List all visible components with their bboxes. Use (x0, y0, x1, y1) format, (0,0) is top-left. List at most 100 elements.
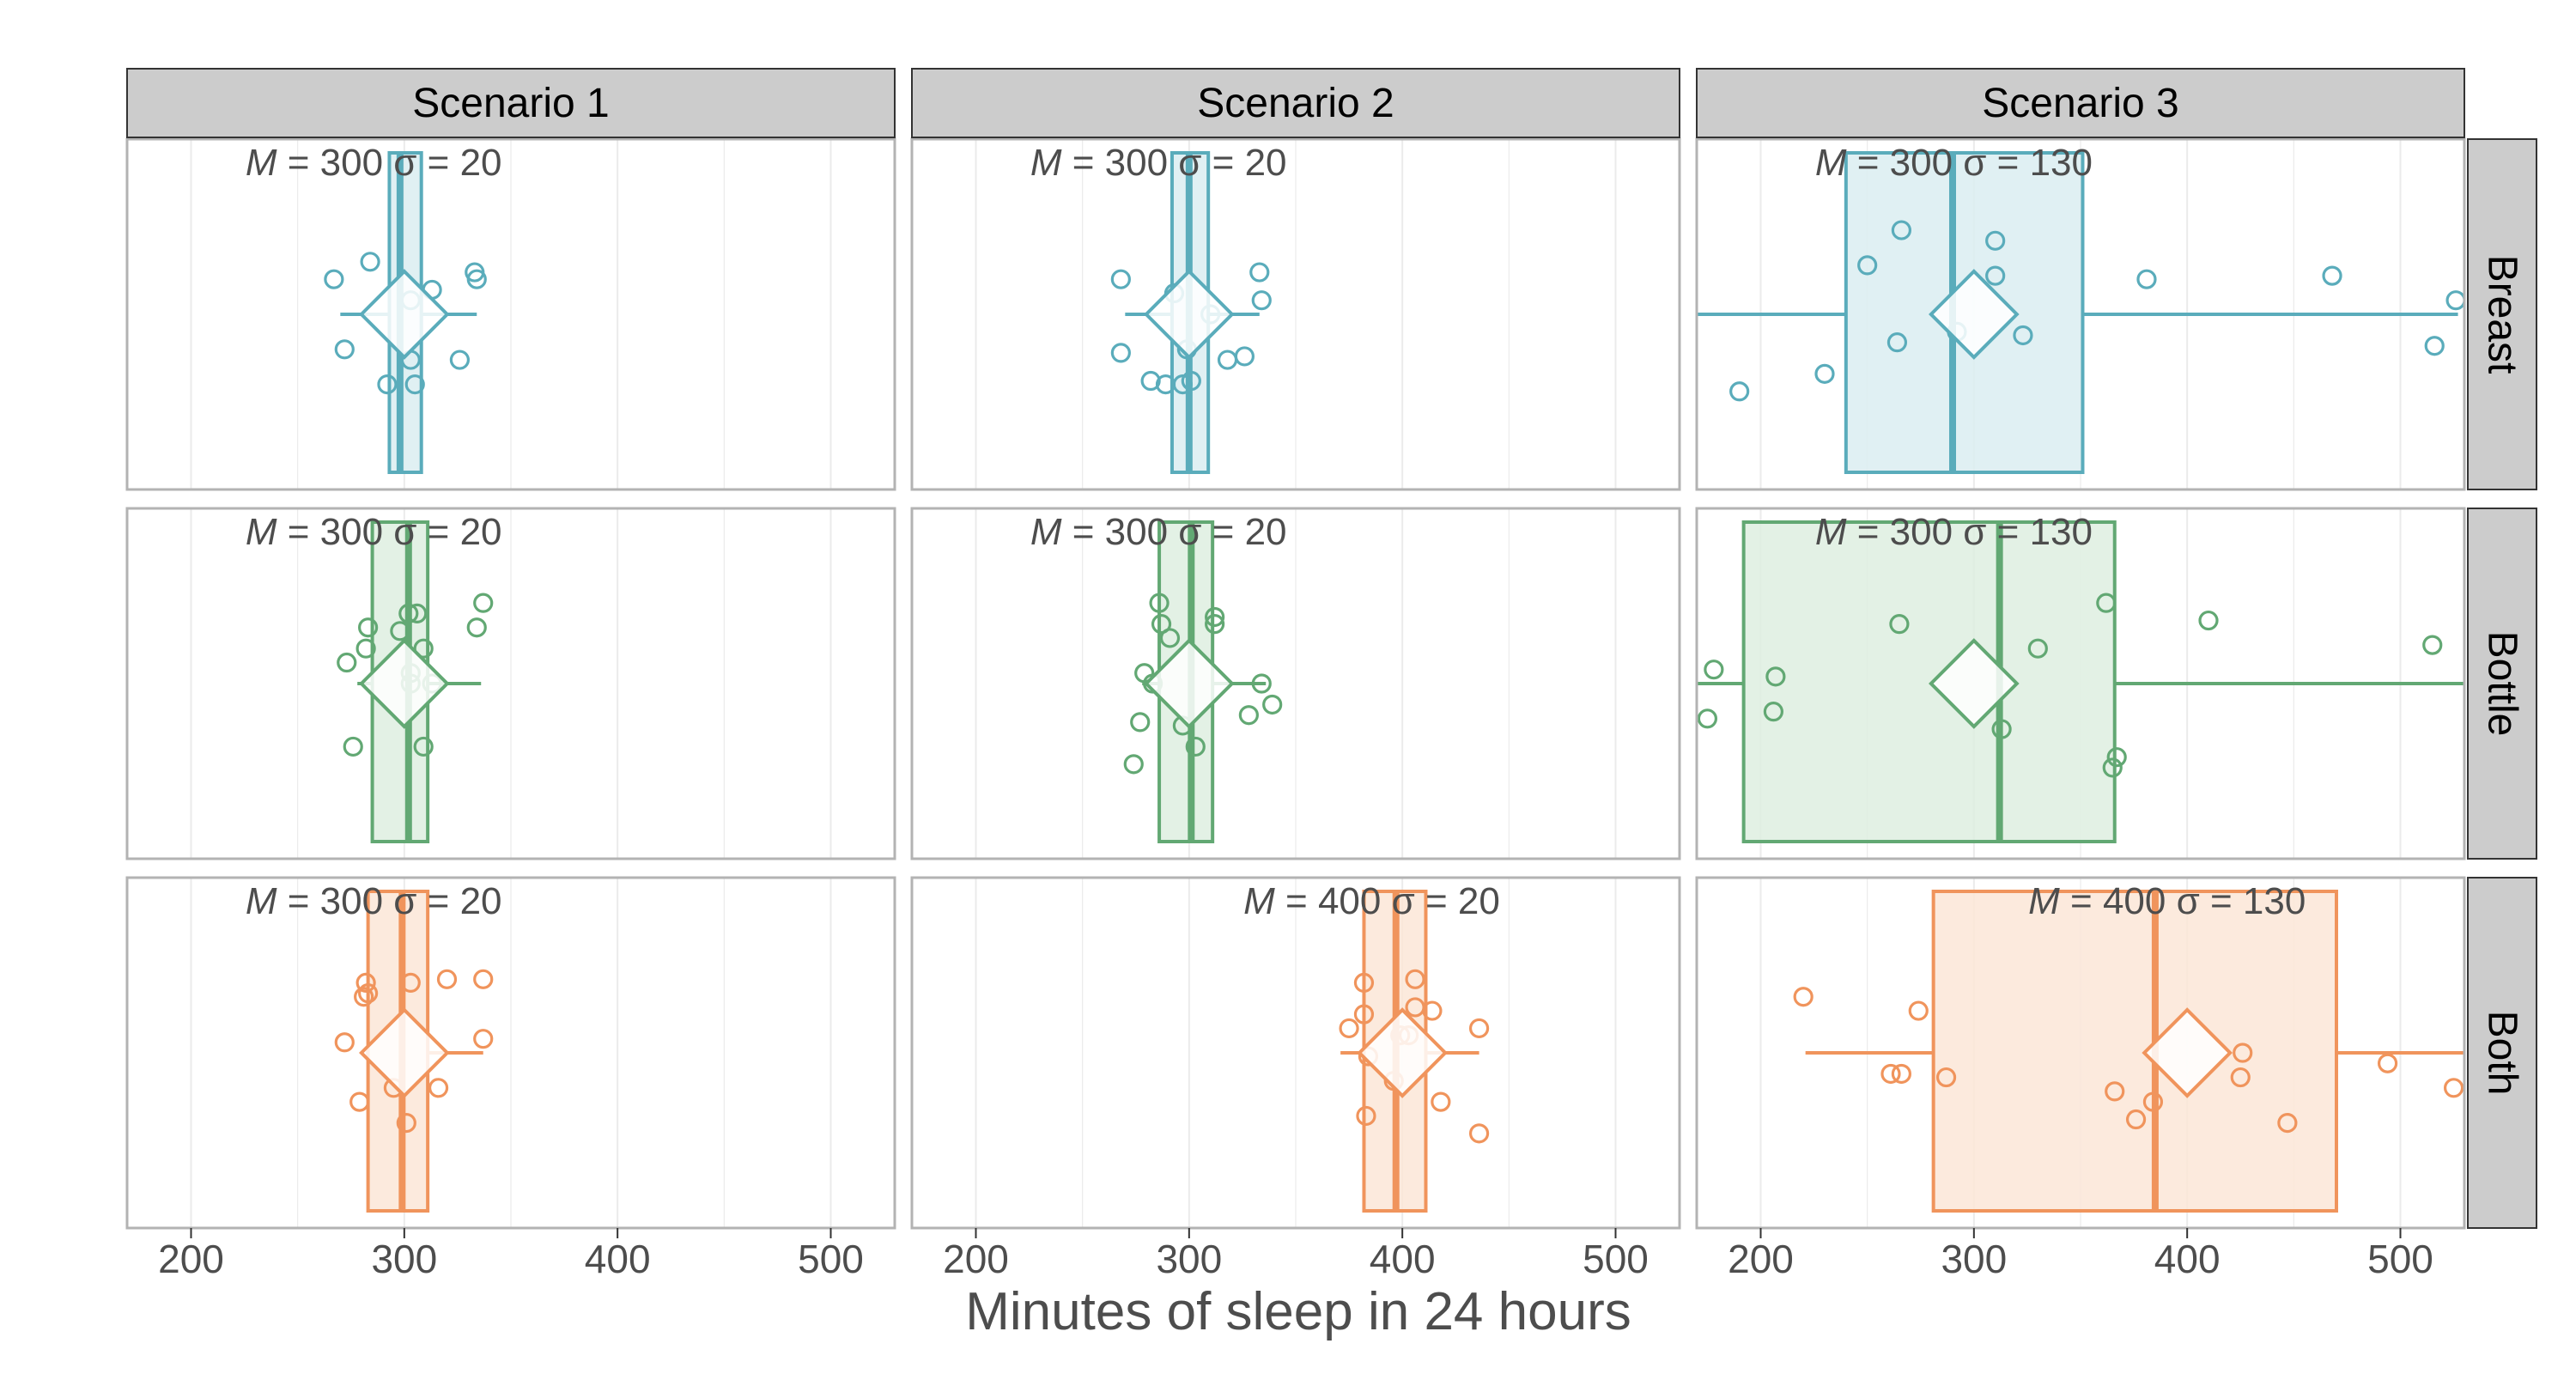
data-point (2424, 336, 2445, 356)
panel-border (1695, 137, 2466, 491)
column-strip-box (911, 68, 1680, 138)
row-strip-label: Both (2480, 1011, 2525, 1096)
data-point (349, 1091, 370, 1112)
panel-border (1695, 507, 2466, 860)
data-point (1729, 381, 1750, 402)
data-point (1234, 346, 1255, 367)
sd-value: = 20 (1415, 880, 1500, 922)
sd-symbol: σ (2177, 880, 2200, 922)
data-point (407, 603, 428, 624)
sd-symbol: σ (393, 142, 416, 184)
data-point (1857, 255, 1878, 276)
data-point (1908, 1000, 1929, 1021)
mean-value: = 300 (1061, 511, 1178, 553)
data-point (1205, 606, 1225, 628)
data-point (2198, 610, 2219, 631)
data-point (473, 593, 494, 613)
data-point (1889, 614, 1910, 635)
stats-label: M = 300 σ = 20 (1030, 511, 1287, 553)
data-point (1251, 673, 1272, 694)
data-point (398, 603, 419, 624)
column-strip-label: Scenario 2 (1197, 81, 1394, 126)
data-point (2106, 747, 2127, 768)
data-point (1405, 969, 1425, 989)
data-point (1149, 593, 1170, 613)
mean-symbol: M (1030, 142, 1062, 184)
data-point (1985, 265, 2006, 286)
data-point (1891, 220, 1911, 240)
data-point (355, 638, 376, 659)
data-point (473, 969, 494, 989)
data-point (449, 350, 471, 370)
data-point (436, 969, 458, 989)
sd-value: = 130 (2200, 880, 2306, 922)
column-strip-scenario-2: Scenario 2 (911, 68, 1680, 138)
data-point (2142, 1091, 2164, 1112)
panel-marks (1793, 890, 2464, 1213)
stats-label: M = 400 σ = 130 (2028, 880, 2306, 922)
strips-layer: Scenario 1 Scenario 2 Scenario 3 Breast Bott… (126, 68, 2537, 1229)
column-strip-label: Scenario 1 (412, 81, 609, 126)
data-point (1151, 614, 1172, 635)
data-point (2378, 1053, 2398, 1073)
mean-value: = 300 (1846, 142, 1963, 184)
row-strip-both: Both (2467, 877, 2537, 1229)
data-point (2102, 757, 2123, 778)
data-point (1238, 705, 1259, 726)
data-point (1468, 1123, 1490, 1144)
data-point (358, 617, 379, 638)
jitter-points (1697, 593, 2443, 778)
data-point (390, 621, 410, 641)
data-point (337, 652, 357, 673)
sd-symbol: σ (1178, 511, 1201, 553)
data-point (1991, 719, 2012, 739)
data-point (2233, 1043, 2253, 1063)
data-point (1251, 290, 1272, 311)
column-strip-box (126, 68, 896, 138)
sd-value: = 20 (416, 142, 501, 184)
jitter-points (1729, 220, 2464, 402)
data-point (1353, 972, 1375, 994)
panel-border (910, 137, 1681, 491)
row-strip-breast: Breast (2467, 138, 2537, 490)
mean-diamond (1144, 638, 1235, 729)
stats-label: M = 300 σ = 130 (1815, 142, 2093, 184)
row-strip-box (2467, 508, 2537, 860)
sd-symbol: σ (1178, 142, 1201, 184)
data-point (343, 736, 363, 757)
data-point (1704, 660, 1724, 680)
panel-marks (337, 520, 494, 843)
mean-diamond (2142, 1007, 2233, 1098)
panel-both-scenario-3: M = 400 σ = 130 (1695, 876, 2466, 1230)
mean-diamond (359, 1007, 450, 1098)
data-point (2136, 269, 2157, 289)
mean-diamond (359, 638, 450, 729)
x-tick-label: 300 (371, 1237, 437, 1281)
row-strip-label: Breast (2480, 255, 2525, 374)
panel-marks (324, 151, 487, 474)
mean-symbol: M (246, 142, 277, 184)
panel-marks (334, 890, 494, 1213)
data-point (2277, 1112, 2298, 1134)
x-axis: 200 300 400 500 200 300 400 500 200 300 400 500 (158, 1228, 2433, 1281)
mean-symbol: M (246, 880, 277, 922)
data-point (354, 987, 374, 1007)
mean-value: = 300 (1846, 511, 1963, 553)
mean-symbol: M (1030, 511, 1062, 553)
x-tick-label: 500 (798, 1237, 864, 1281)
data-point (1468, 1018, 1490, 1039)
row-strip-bottle: Bottle (2467, 508, 2537, 860)
row-strip-box (2467, 138, 2537, 490)
x-tick-label: 300 (1941, 1237, 2007, 1281)
panel-breast-scenario-1: M = 300 σ = 20 (125, 137, 896, 491)
row-strip-label: Bottle (2480, 631, 2525, 737)
x-tick-label: 200 (1728, 1237, 1794, 1281)
x-tick-label: 200 (158, 1237, 224, 1281)
mean-symbol: M (1815, 142, 1847, 184)
data-point (334, 339, 355, 360)
data-point (1181, 370, 1201, 392)
data-point (1262, 694, 1283, 715)
x-tick-label: 200 (943, 1237, 1009, 1281)
data-point (2443, 1078, 2464, 1098)
